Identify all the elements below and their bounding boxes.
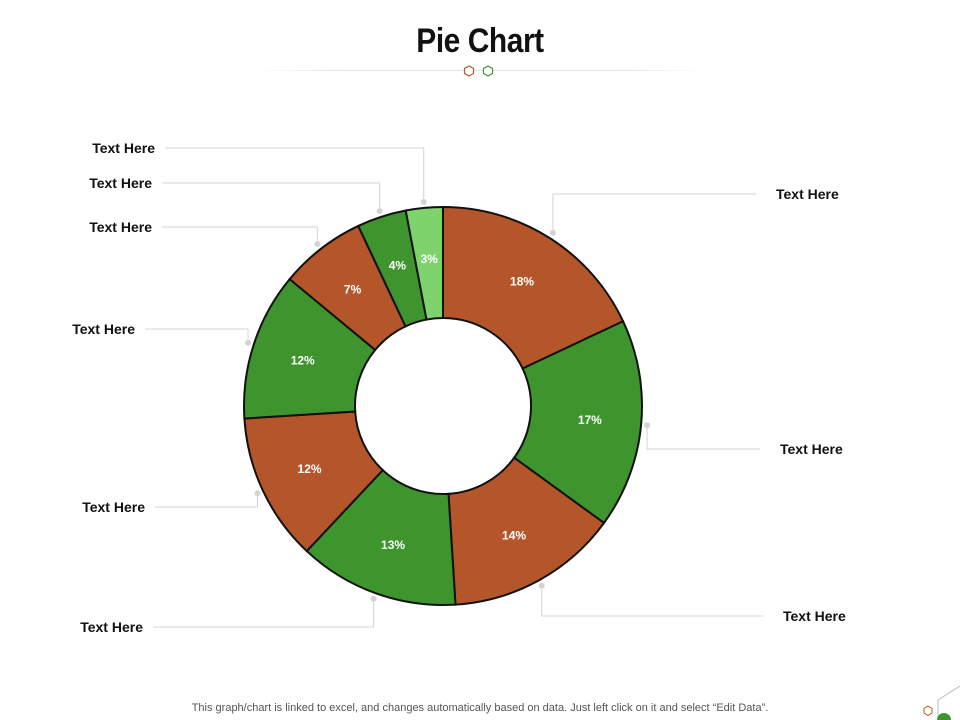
callout-leader-line (155, 493, 259, 508)
slice-value-label: 12% (298, 462, 322, 476)
footer-note: This graph/chart is linked to excel, and… (191, 702, 769, 714)
page-title: Pie Chart (416, 22, 544, 60)
callout-label: Text Here (89, 219, 152, 235)
callout-leader-line (541, 585, 763, 617)
slice-value-label: 12% (291, 353, 315, 367)
callout-label: Text Here (92, 140, 155, 156)
slice-value-label: 3% (420, 252, 438, 266)
donut-slice[interactable] (447, 456, 606, 606)
callout-label: Text Here (776, 186, 839, 202)
slice-value-label: 13% (381, 538, 405, 552)
callout-leader-line (145, 328, 249, 343)
title-divider (255, 70, 705, 71)
callout-label: Text Here (783, 608, 846, 624)
donut-slice[interactable] (404, 205, 444, 321)
callout-label: Text Here (82, 499, 145, 515)
callout-leader-line (153, 598, 375, 628)
callout-leader-line (162, 226, 318, 245)
donut-slice[interactable] (512, 319, 643, 525)
slice-value-label: 14% (502, 528, 526, 542)
callout-leader-line (646, 425, 760, 450)
slice-value-label: 7% (344, 282, 362, 296)
callout-label: Text Here (80, 619, 143, 635)
callout-label: Text Here (72, 321, 135, 337)
callout-leader-line (552, 193, 756, 233)
hexagon-icon (482, 65, 494, 77)
callout-leader-line (165, 147, 425, 202)
slice-value-label: 4% (389, 259, 407, 273)
callout-label: Text Here (780, 441, 843, 457)
slice-value-label: 17% (578, 413, 602, 427)
callout-leader-line (162, 182, 381, 212)
hexagon-icon (463, 65, 475, 77)
corner-decoration (923, 685, 960, 720)
slice-value-label: 18% (510, 274, 534, 288)
donut-slice[interactable] (442, 205, 625, 370)
callout-label: Text Here (89, 175, 152, 191)
